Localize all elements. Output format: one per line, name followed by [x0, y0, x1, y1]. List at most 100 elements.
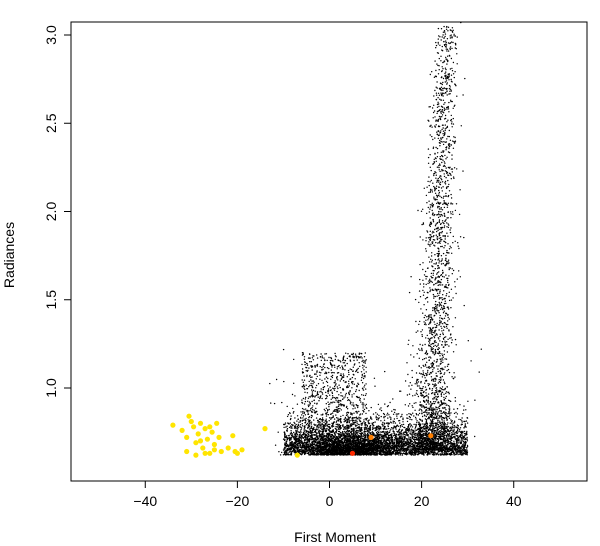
scatter-point — [404, 434, 407, 436]
scatter-point — [454, 433, 456, 436]
scatter-point — [430, 438, 432, 441]
scatter-point — [401, 432, 403, 434]
scatter-point — [296, 403, 299, 405]
scatter-point — [286, 452, 288, 454]
scatter-point — [283, 426, 285, 429]
scatter-point — [296, 448, 298, 450]
scatter-point — [358, 410, 360, 413]
scatter-point — [380, 437, 382, 439]
scatter-point — [387, 405, 389, 407]
scatter-point — [324, 435, 326, 437]
scatter-point — [390, 417, 392, 419]
scatter-point — [338, 434, 340, 436]
scatter-point — [416, 437, 418, 439]
scatter-point — [372, 422, 375, 424]
scatter-point — [455, 443, 458, 445]
scatter-point — [297, 418, 299, 420]
scatter-point — [401, 454, 404, 456]
scatter-point — [445, 409, 447, 411]
scatter-point — [401, 450, 403, 452]
scatter-point — [402, 453, 404, 455]
scatter-point — [389, 401, 391, 404]
scatter-point — [460, 436, 462, 438]
scatter-point — [401, 415, 403, 417]
scatter-point — [439, 420, 441, 422]
scatter-point — [286, 438, 289, 441]
scatter-point — [462, 452, 465, 454]
scatter-point — [459, 427, 462, 429]
scatter-point — [399, 416, 402, 418]
scatter-point — [383, 428, 385, 430]
scatter-point — [464, 423, 466, 425]
scatter-point — [311, 443, 313, 446]
scatter-point — [300, 438, 302, 440]
scatter-point — [331, 422, 333, 424]
scatter-point — [386, 448, 388, 450]
scatter-point — [402, 421, 404, 423]
scatter-point — [460, 430, 462, 433]
scatter-point — [325, 429, 328, 432]
scatter-point — [466, 422, 469, 424]
scatter-point — [402, 447, 405, 449]
scatter-point — [289, 412, 291, 415]
scatter-point — [395, 428, 397, 430]
scatter-point — [289, 418, 292, 421]
scatter-point — [308, 435, 310, 438]
scatter-point — [371, 423, 373, 425]
scatter-point — [457, 453, 459, 456]
scatter-point — [422, 434, 425, 437]
scatter-point — [404, 404, 406, 406]
scatter-point — [459, 428, 461, 431]
scatter-point — [417, 452, 419, 454]
scatter-point — [391, 438, 393, 441]
scatter-point — [463, 444, 466, 446]
scatter-point — [411, 453, 413, 455]
scatter-point — [376, 435, 378, 438]
scatter-point — [448, 409, 451, 411]
scatter-point — [408, 415, 411, 418]
scatter-point — [463, 427, 465, 429]
scatter-point — [401, 429, 404, 431]
scatter-point — [390, 418, 392, 421]
scatter-point — [378, 436, 380, 439]
scatter-point — [290, 444, 293, 447]
scatter-point — [461, 434, 463, 436]
scatter-point — [410, 447, 412, 449]
background-points — [269, 21, 482, 456]
scatter-point — [462, 450, 464, 452]
scatter-point — [290, 452, 293, 454]
scatter-point — [289, 433, 292, 435]
scatter-point — [453, 421, 456, 423]
scatter-point — [382, 421, 384, 424]
scatter-point — [451, 422, 453, 424]
scatter-point — [298, 436, 300, 438]
scatter-point — [296, 434, 299, 436]
scatter-point — [340, 435, 342, 437]
scatter-point — [377, 403, 380, 406]
scatter-point — [316, 443, 318, 445]
scatter-point — [465, 426, 467, 428]
scatter-point — [292, 407, 294, 410]
scatter-point — [394, 422, 397, 424]
scatter-point — [286, 405, 288, 408]
scatter-point — [402, 435, 404, 437]
scatter-point — [392, 398, 394, 400]
scatter-point — [417, 414, 420, 416]
scatter-point — [404, 442, 407, 444]
scatter-point — [293, 443, 295, 445]
scatter-point — [415, 450, 418, 452]
scatter-point — [325, 423, 327, 426]
scatter-point — [388, 414, 390, 416]
scatter-point — [306, 422, 309, 425]
scatter-point — [411, 435, 413, 437]
scatter-point — [386, 405, 389, 408]
scatter-point — [294, 425, 296, 427]
scatter-point — [451, 450, 453, 452]
scatter-point — [446, 427, 448, 430]
scatter-point — [324, 410, 326, 412]
scatter-point — [448, 453, 451, 456]
scatter-point — [288, 426, 291, 429]
scatter-point — [296, 415, 299, 417]
scatter-point — [291, 393, 294, 396]
scatter-point — [416, 420, 418, 422]
